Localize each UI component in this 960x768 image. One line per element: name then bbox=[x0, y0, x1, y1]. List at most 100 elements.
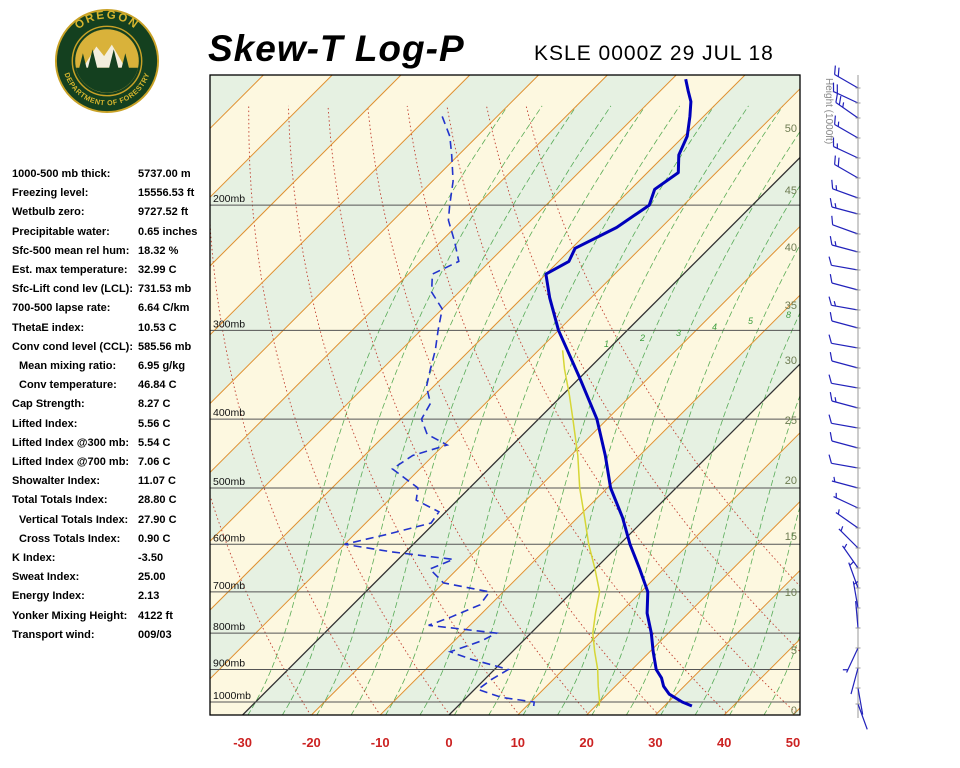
temp-tick-label: -10 bbox=[371, 735, 390, 750]
index-row: Est. max temperature: 32.99 C bbox=[12, 261, 217, 280]
index-row: 1000-500 mb thick: 5737.00 m bbox=[12, 165, 217, 184]
index-value: 28.80 C bbox=[138, 494, 177, 507]
tree-icon bbox=[108, 49, 119, 69]
ground-graphic bbox=[75, 67, 139, 93]
index-row: 700-500 lapse rate: 6.64 C/km bbox=[12, 299, 217, 318]
index-label: Sfc-Lift cond lev (LCL): bbox=[12, 283, 133, 296]
pressure-label: 1000mb bbox=[213, 690, 251, 702]
temp-tick-label: -20 bbox=[302, 735, 321, 750]
wind-barb bbox=[855, 601, 861, 629]
mixing-ratio-label: 8 bbox=[786, 310, 791, 320]
wind-barb bbox=[829, 312, 861, 329]
page-title: Skew-T Log-P bbox=[208, 28, 465, 69]
wind-barb bbox=[831, 215, 861, 235]
index-value: 25.00 bbox=[138, 571, 166, 584]
index-label: Conv cond level (CCL): bbox=[12, 340, 134, 353]
wind-barb bbox=[829, 432, 861, 449]
wind-barb bbox=[828, 454, 861, 469]
index-label: 1000-500 mb thick: bbox=[12, 168, 111, 180]
index-row: Sfc-Lift cond lev (LCL): 731.53 mb bbox=[12, 280, 217, 299]
index-value: -3.50 bbox=[138, 552, 164, 565]
wind-barb bbox=[832, 82, 861, 104]
mixing-ratio-labels: 1 2 3 4 5 8 bbox=[604, 310, 791, 349]
index-value: 8.27 C bbox=[138, 398, 171, 411]
index-row: Conv cond level (CCL): 585.56 mb bbox=[12, 338, 217, 357]
index-value: 15556.53 ft bbox=[138, 187, 195, 200]
pressure-label: 400mb bbox=[213, 407, 245, 419]
pressure-label: 600mb bbox=[213, 532, 245, 544]
index-label: 700-500 lapse rate: bbox=[12, 302, 111, 315]
index-label: Energy Index: bbox=[12, 590, 85, 603]
pressure-lines bbox=[210, 204, 800, 703]
pressure-label: 800mb bbox=[213, 621, 245, 633]
index-row: K Index: -3.50 bbox=[12, 549, 217, 568]
wind-barb bbox=[829, 274, 861, 291]
index-value: 6.64 C/km bbox=[138, 302, 190, 315]
index-value: 009/03 bbox=[138, 628, 172, 641]
index-label: Total Totals Index: bbox=[12, 494, 108, 507]
index-value: 46.84 C bbox=[138, 379, 177, 392]
temp-tick-label: -30 bbox=[233, 735, 252, 750]
index-row: Sweat Index: 25.00 bbox=[12, 568, 217, 587]
mixing-ratio-label: 2 bbox=[639, 333, 645, 343]
station-datetime: KSLE 0000Z 29 JUL 18 bbox=[534, 42, 774, 65]
height-tick-label: 50 bbox=[785, 123, 797, 135]
index-value: 9727.52 ft bbox=[138, 206, 189, 219]
dewpoint-trace bbox=[344, 116, 536, 707]
index-value: 7.06 C bbox=[138, 456, 171, 469]
wind-barb bbox=[835, 93, 861, 119]
temp-tick-label: 10 bbox=[511, 735, 525, 750]
index-label: Yonker Mixing Height: bbox=[12, 609, 128, 622]
wind-barb bbox=[831, 476, 861, 489]
temp-tick-label: 50 bbox=[786, 735, 800, 750]
index-row: Cap Strength: 8.27 C bbox=[12, 395, 217, 414]
wind-barb bbox=[828, 256, 861, 271]
wind-barb bbox=[828, 374, 861, 389]
wind-barb bbox=[838, 526, 861, 549]
moist-adiabats bbox=[247, 105, 800, 715]
wind-barb bbox=[829, 236, 861, 253]
index-row: Conv temperature: 46.84 C bbox=[12, 376, 217, 395]
wind-barb bbox=[831, 179, 861, 199]
mixing-ratio-label: 4 bbox=[712, 322, 717, 332]
index-label: Lifted Index: bbox=[12, 417, 78, 430]
wind-barb bbox=[828, 414, 861, 429]
index-value: 5737.00 m bbox=[138, 168, 191, 180]
index-row: Lifted Index @700 mb: 7.06 C bbox=[12, 453, 217, 472]
height-tick-label: 30 bbox=[785, 355, 797, 367]
index-value: 10.53 C bbox=[138, 321, 177, 334]
index-label: Sfc-500 mean rel hum: bbox=[12, 244, 130, 257]
height-tick-label: 5 bbox=[791, 645, 797, 657]
height-tick-label: 0 bbox=[791, 705, 797, 717]
index-row: Total Totals Index: 28.80 C bbox=[12, 491, 217, 510]
index-row: Wetbulb zero: 9727.52 ft bbox=[12, 203, 217, 222]
temp-tick-label: 30 bbox=[648, 735, 662, 750]
index-value: 32.99 C bbox=[138, 264, 177, 277]
temp-axis-labels: -30 -20 -10 0 10 20 30 40 50 bbox=[233, 735, 800, 750]
index-value: 585.56 mb bbox=[138, 340, 192, 353]
height-tick-label: 45 bbox=[785, 185, 797, 197]
index-row: Sfc-500 mean rel hum: 18.32 % bbox=[12, 242, 217, 261]
index-label: Transport wind: bbox=[12, 628, 95, 641]
height-tick-label: 20 bbox=[785, 475, 797, 487]
tree-icon bbox=[121, 53, 130, 69]
index-row: Transport wind: 009/03 bbox=[12, 626, 217, 645]
index-label: Freezing level: bbox=[12, 187, 89, 200]
wind-barb bbox=[842, 647, 861, 673]
wind-barb bbox=[848, 561, 861, 589]
index-label: Lifted Index @700 mb: bbox=[12, 456, 130, 469]
index-value: 0.90 C bbox=[138, 532, 171, 545]
height-tick-label: 10 bbox=[785, 587, 797, 599]
pressure-label: 200mb bbox=[213, 193, 245, 205]
index-value: 6.95 g/kg bbox=[138, 360, 186, 373]
chart-frame bbox=[209, 74, 801, 716]
index-row: Energy Index: 2.13 bbox=[12, 587, 217, 606]
wind-barb bbox=[834, 155, 861, 179]
index-value: 0.65 inches bbox=[138, 225, 198, 238]
index-row: Precipitable water: 0.65 inches bbox=[12, 223, 217, 242]
temp-tick-label: 20 bbox=[579, 735, 593, 750]
index-row: Vertical Totals Index: 27.90 C bbox=[12, 511, 217, 530]
pressure-label: 500mb bbox=[213, 476, 245, 488]
index-label: Sweat Index: bbox=[12, 571, 80, 584]
